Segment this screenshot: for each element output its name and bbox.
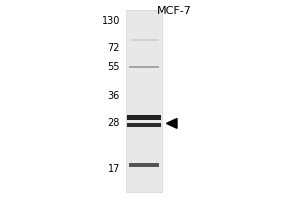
Bar bbox=[126, 10, 162, 192]
Text: 130: 130 bbox=[102, 16, 120, 26]
Bar bbox=[130, 39, 158, 41]
Bar bbox=[129, 66, 159, 68]
Text: 55: 55 bbox=[107, 62, 120, 72]
Bar bbox=[127, 123, 161, 127]
Text: 72: 72 bbox=[107, 43, 120, 53]
Bar bbox=[129, 163, 159, 167]
Text: 36: 36 bbox=[108, 91, 120, 101]
Polygon shape bbox=[167, 118, 177, 128]
Bar bbox=[127, 114, 161, 119]
Text: MCF-7: MCF-7 bbox=[157, 6, 191, 16]
Text: 17: 17 bbox=[108, 164, 120, 174]
Text: 28: 28 bbox=[108, 118, 120, 128]
